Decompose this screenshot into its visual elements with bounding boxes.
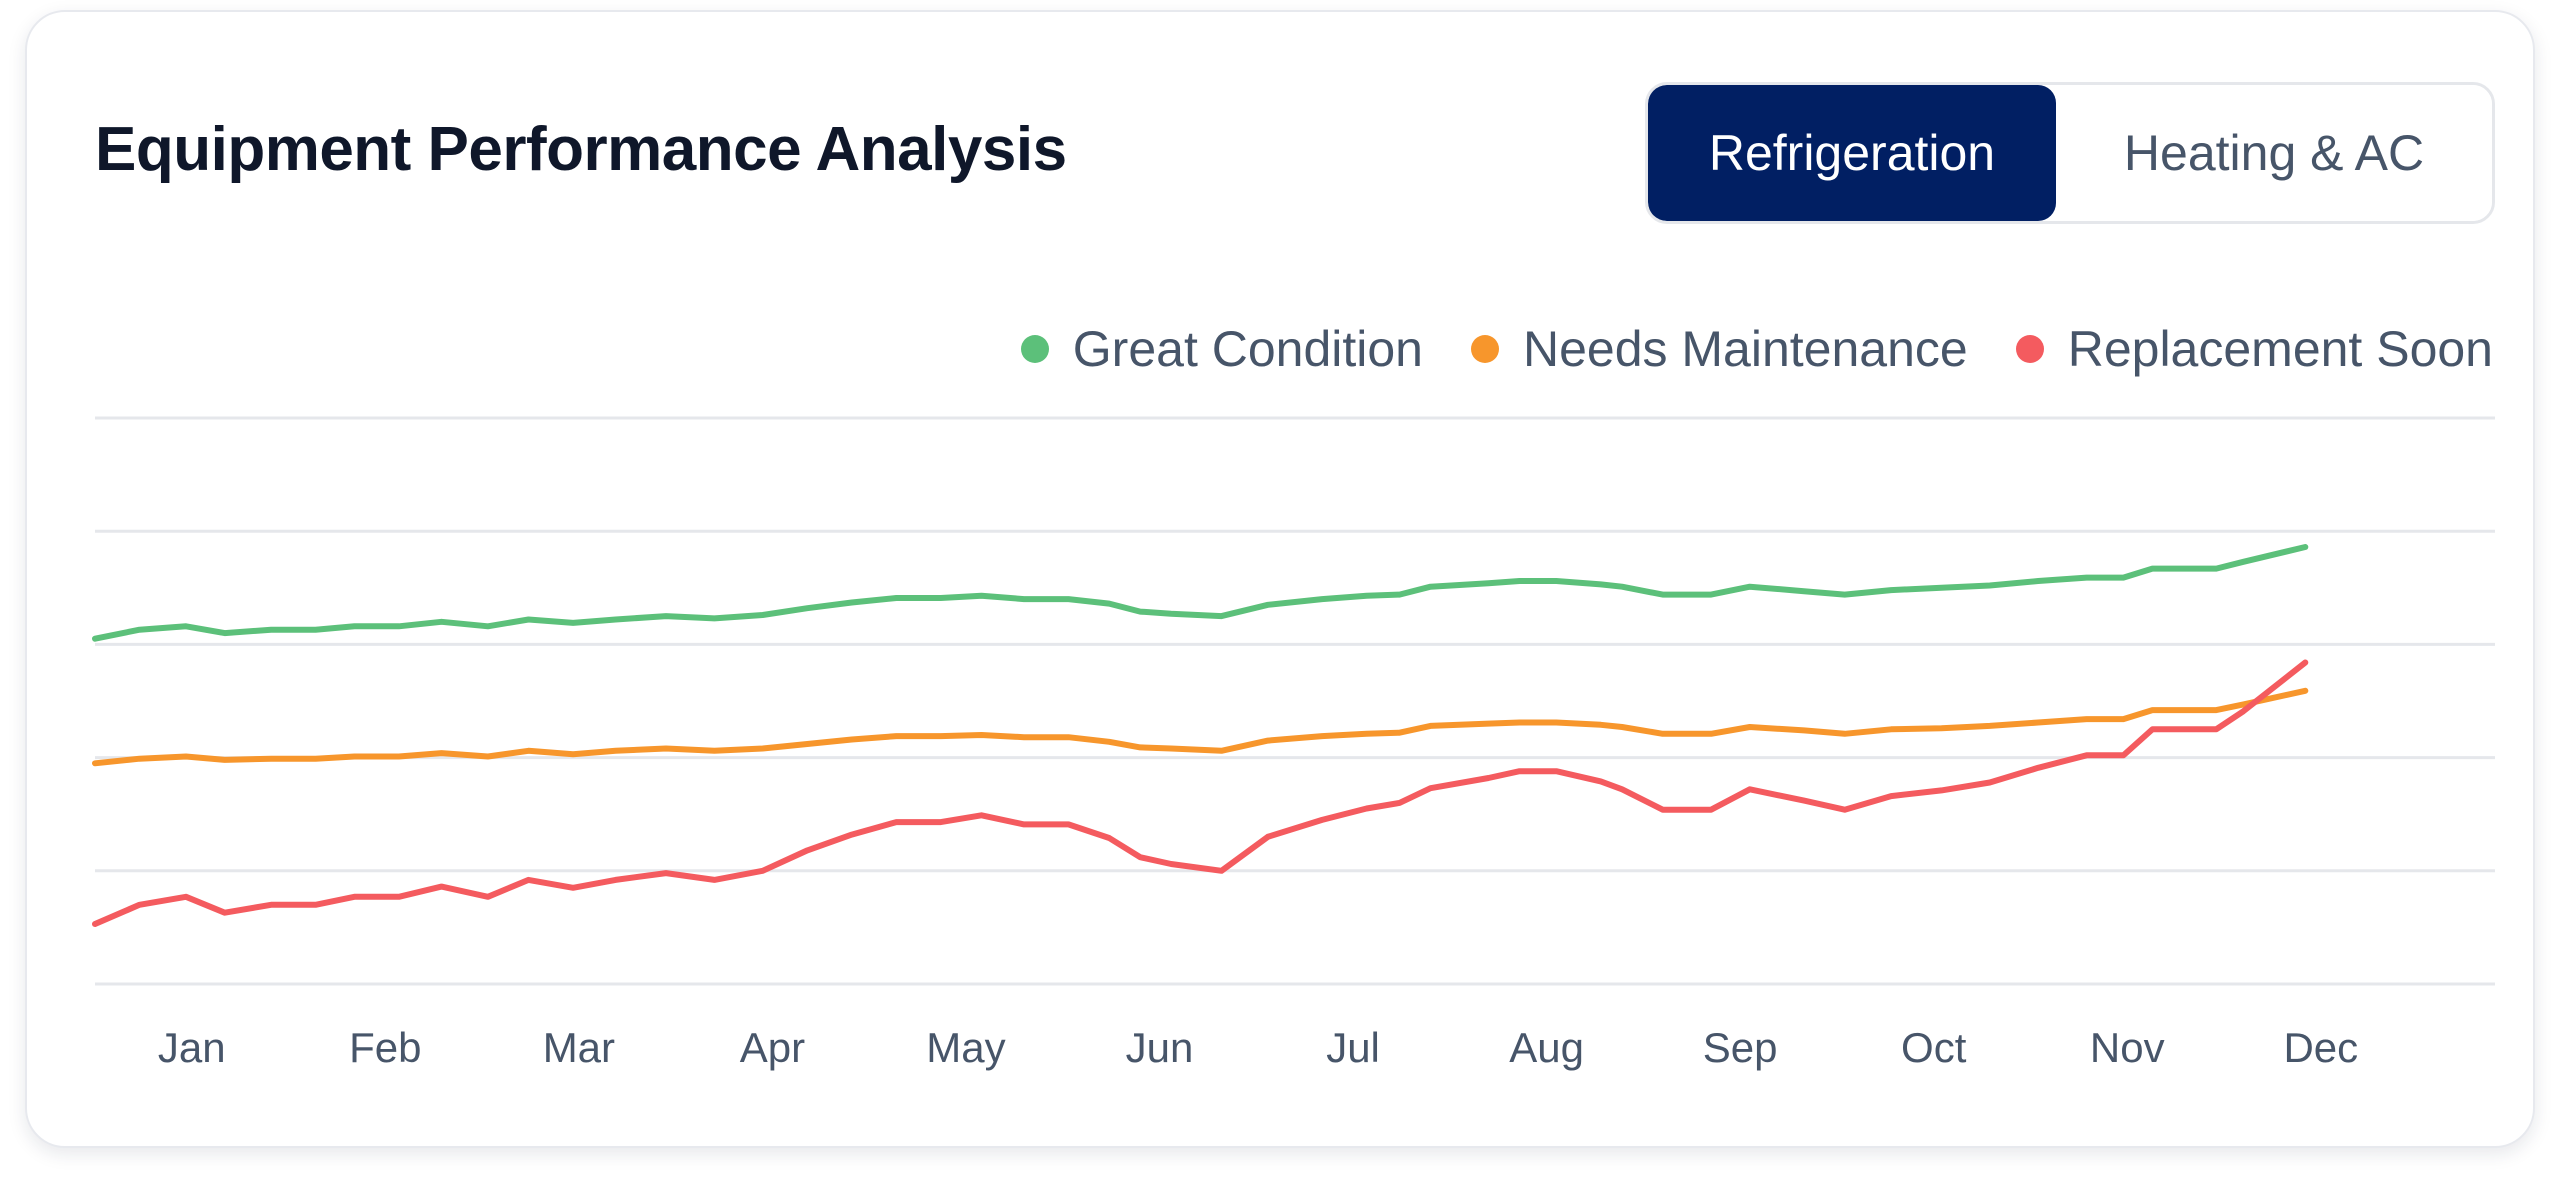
x-tick-label: Sep [1703, 1024, 1778, 1071]
legend-label: Needs Maintenance [1522, 321, 1968, 377]
great-condition-dot-icon [1020, 335, 1049, 363]
series-line-great-condition[interactable] [92, 544, 2309, 642]
x-axis-ticks: Jan Feb Mar Apr May Jun Jul Aug Sep Oct Nov Dec [158, 1024, 2358, 1071]
series-line-needs-maintenance[interactable] [92, 687, 2309, 767]
legend-item-needs-maintenance[interactable]: Needs Maintenance [1470, 320, 1968, 378]
chart-card: Equipment Performance Analysis Refrigera… [25, 10, 2535, 1148]
series-line-replacement-soon[interactable] [92, 659, 2309, 927]
x-tick-label: May [926, 1024, 1005, 1071]
x-tick-label: Jun [1126, 1024, 1194, 1071]
legend-item-great-condition[interactable]: Great Condition [1020, 320, 1423, 378]
tab-refrigeration[interactable]: Refrigeration [1648, 85, 2056, 221]
card-title: Equipment Performance Analysis [95, 115, 1067, 184]
line-chart: Jan Feb Mar Apr May Jun Jul Aug Sep Oct Nov Dec [92, 416, 2495, 1071]
replacement-soon-dot-icon [2015, 335, 2044, 363]
x-tick-label: Apr [740, 1024, 805, 1071]
gridlines [95, 416, 2495, 986]
needs-maintenance-dot-icon [1470, 335, 1499, 363]
equipment-type-toggle: Refrigeration Heating & AC [1645, 82, 2495, 224]
x-tick-label: Feb [349, 1024, 421, 1071]
x-tick-label: Jul [1326, 1024, 1380, 1071]
x-tick-label: Mar [543, 1024, 615, 1071]
legend-item-replacement-soon[interactable]: Replacement Soon [2015, 320, 2493, 378]
legend-label: Great Condition [1072, 321, 1423, 377]
x-tick-label: Dec [2283, 1024, 2358, 1071]
tab-heating-ac[interactable]: Heating & AC [2056, 85, 2492, 221]
series-lines [92, 544, 2309, 927]
x-tick-label: Oct [1901, 1024, 1967, 1071]
x-tick-label: Jan [158, 1024, 226, 1071]
x-tick-label: Nov [2090, 1024, 2165, 1071]
x-tick-label: Aug [1509, 1024, 1584, 1071]
chart-legend: Great Condition Needs Maintenance Replac… [1020, 320, 2493, 378]
legend-label: Replacement Soon [2067, 321, 2493, 377]
